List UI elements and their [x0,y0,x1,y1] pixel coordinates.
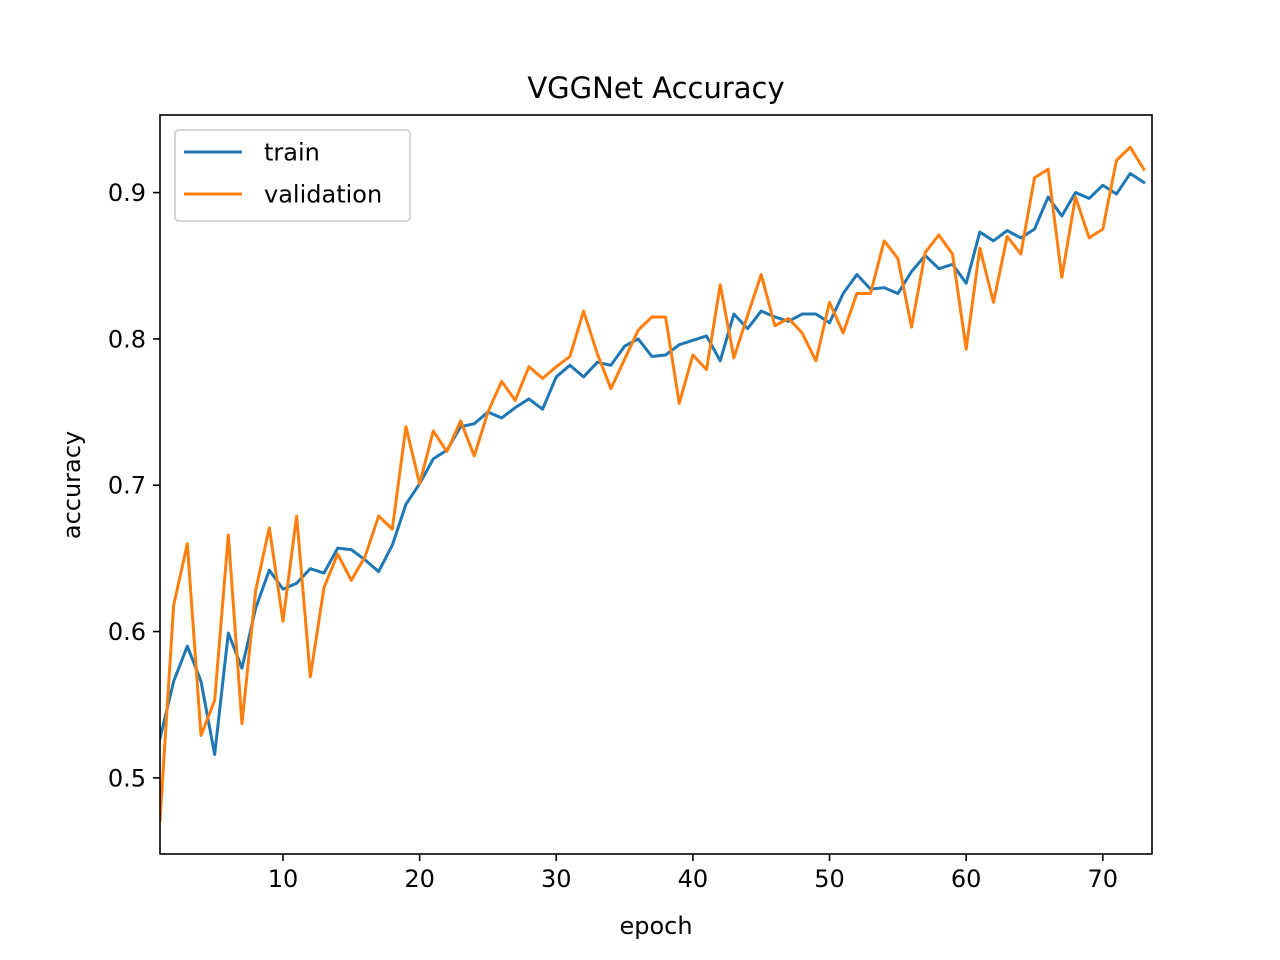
x-tick-label: 50 [814,865,845,893]
chart-title: VGGNet Accuracy [527,71,784,105]
y-tick-label: 0.6 [108,618,146,646]
series-line-train [160,172,1146,756]
x-tick-label: 60 [951,865,982,893]
x-tick-label: 40 [678,865,709,893]
x-tick-label: 10 [268,865,299,893]
y-axis-title: accuracy [58,431,86,539]
legend-label-train: train [264,139,320,167]
x-tick-label: 20 [404,865,435,893]
y-tick-label: 0.8 [108,325,146,353]
series-line-validation [160,145,1146,822]
axes: 10 20 30 40 50 60 70 0.5 0.6 0.7 0.8 0.9 [108,114,1153,893]
legend-label-validation: validation [264,181,382,209]
y-tick-label: 0.7 [108,472,146,500]
legend: train validation [174,129,411,222]
plot-area [160,145,1146,822]
y-tick-label: 0.5 [108,764,146,792]
x-tick-label: 70 [1088,865,1119,893]
y-tick-label: 0.9 [108,179,146,207]
x-axis-title: epoch [619,912,692,940]
x-tick-label: 30 [541,865,572,893]
